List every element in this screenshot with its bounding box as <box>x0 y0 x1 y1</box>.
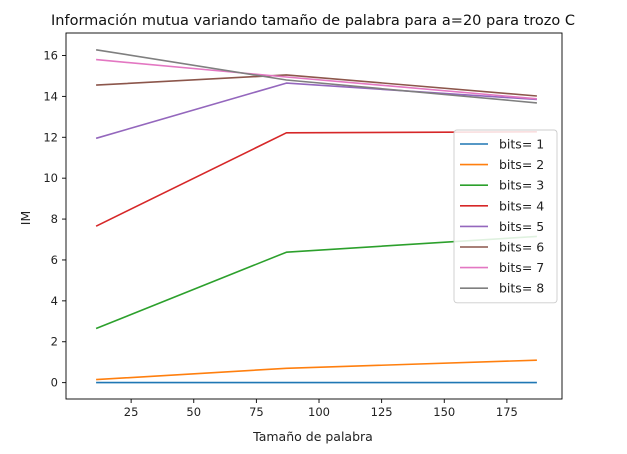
y-axis-label: IM <box>18 211 33 225</box>
legend-label: bits= 5 <box>499 219 544 234</box>
legend-box <box>453 129 558 304</box>
legend-label: bits= 1 <box>499 137 544 152</box>
y-tick-label: 4 <box>51 294 58 308</box>
x-tick-label: 125 <box>371 405 393 419</box>
x-axis: 25 50 75 100 125 150 175 <box>124 399 518 419</box>
series-line-8 <box>95 49 537 104</box>
y-tick-label: 2 <box>51 335 58 349</box>
legend-label: bits= 2 <box>499 157 544 172</box>
y-tick-label: 12 <box>43 130 58 144</box>
legend-label: bits= 3 <box>499 178 544 193</box>
series-line-7 <box>96 58 537 100</box>
series-line-4 <box>95 131 537 227</box>
x-axis-label: Tamaño de palabra <box>252 429 373 444</box>
legend-label: bits= 7 <box>499 260 544 275</box>
chart-title: Información mutua variando tamaño de pal… <box>51 13 575 29</box>
series-line-3 <box>95 235 537 330</box>
y-tick-label: 6 <box>51 253 58 267</box>
y-tick-label: 8 <box>51 212 58 226</box>
y-tick-label: 16 <box>43 48 58 62</box>
x-tick-label: 25 <box>124 405 139 419</box>
y-tick-label: 10 <box>43 171 58 185</box>
legend-label: bits= 6 <box>499 240 544 255</box>
x-tick-label: 150 <box>433 405 455 419</box>
legend-label: bits= 4 <box>499 198 544 213</box>
legend: bits= 1 bits= 2 bits= 3 bits= 4 bits= 5 bits=… <box>453 129 558 304</box>
x-tick-label: 175 <box>496 405 518 419</box>
plot-frame <box>65 32 563 400</box>
x-tick-label: 100 <box>308 405 330 419</box>
x-tick-label: 50 <box>186 405 201 419</box>
series-line-5 <box>95 82 537 140</box>
x-tick-label: 75 <box>249 405 264 419</box>
plot-area <box>95 49 537 384</box>
legend-label: bits= 8 <box>499 281 544 296</box>
y-tick-label: 0 <box>51 376 58 390</box>
y-tick-label: 14 <box>43 89 58 103</box>
series-line-6 <box>96 74 537 97</box>
y-axis: 0 2 4 6 8 10 12 14 16 <box>43 48 66 390</box>
series-line-2 <box>96 359 537 381</box>
